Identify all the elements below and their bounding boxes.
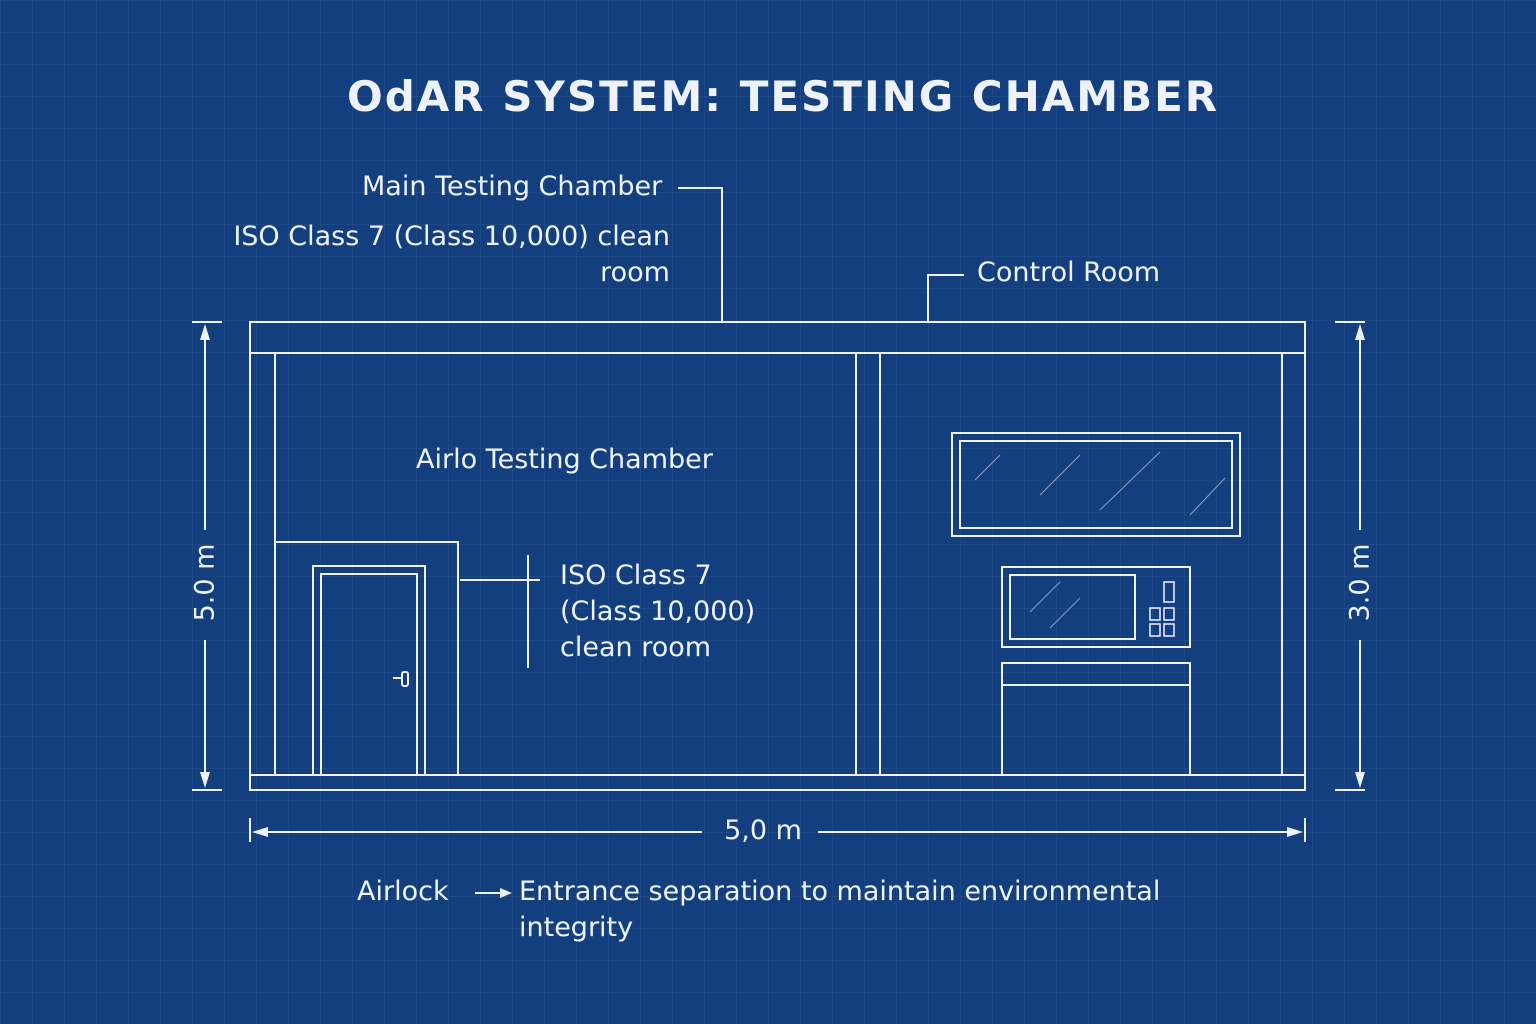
right-height-dimension: 3.0 m — [1344, 543, 1376, 622]
airlock-desc-line1: Entrance separation to maintain environm… — [519, 876, 1161, 907]
airlock-desc-line2: integrity — [519, 912, 634, 943]
door-handle-icon — [393, 671, 409, 687]
console-screen — [1009, 574, 1136, 640]
airlock-note-line2: (Class 10,000) — [560, 596, 756, 627]
door-leaf — [320, 573, 418, 776]
page-title: OdAR SYSTEM: TESTING CHAMBER — [347, 72, 1220, 121]
screen-glare-icon — [1029, 581, 1081, 629]
right-dim-arrow-up-icon — [1355, 324, 1365, 340]
main-chamber-label: Main Testing Chamber — [362, 171, 663, 202]
building-outline — [249, 321, 1306, 791]
airlock-legend-label: Airlock — [357, 876, 449, 907]
door-frame — [312, 565, 426, 776]
bottom-dim-arrow-right-icon — [1287, 827, 1303, 837]
observation-window-frame — [951, 432, 1241, 537]
airlock-note-line1: ISO Class 7 — [560, 560, 712, 591]
main-chamber-note-line2: room — [600, 257, 670, 288]
console-monitor-frame — [1001, 566, 1191, 648]
console-cabinet — [1001, 662, 1191, 776]
main-chamber-leader — [678, 187, 723, 322]
observation-window-glass — [959, 440, 1233, 529]
console-readout-icon — [1149, 581, 1175, 637]
bottom-dim-arrow-left-icon — [252, 827, 268, 837]
airlock-enclosure — [275, 541, 459, 775]
control-room-label: Control Room — [977, 257, 1161, 288]
airlock-arrow-head-icon — [500, 888, 512, 898]
airlock-note-line3: clean room — [560, 632, 712, 663]
width-dimension: 5,0 m — [724, 815, 802, 846]
left-height-dimension: 5.0 m — [189, 543, 221, 622]
left-dim-arrow-up-icon — [200, 324, 210, 340]
window-glare-icon — [974, 451, 1226, 516]
control-room-leader — [927, 274, 964, 322]
airlo-chamber-label: Airlo Testing Chamber — [416, 444, 713, 475]
right-dim-arrow-down-icon — [1355, 772, 1365, 788]
main-chamber-note-line1: ISO Class 7 (Class 10,000) clean — [233, 221, 670, 252]
left-dim-arrow-down-icon — [200, 772, 210, 788]
